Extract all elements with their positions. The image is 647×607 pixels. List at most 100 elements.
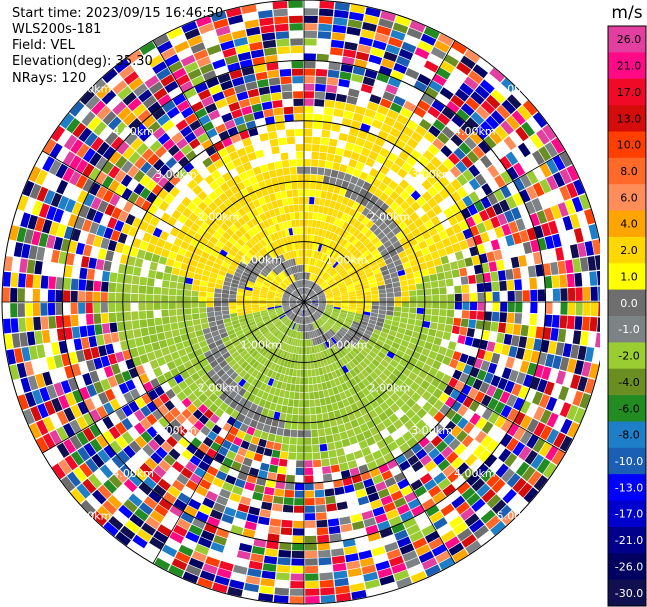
range-gate [321, 283, 328, 289]
range-gate [317, 308, 324, 313]
range-gate [574, 272, 583, 287]
range-gate [391, 447, 403, 458]
range-gate [250, 499, 262, 509]
range-gate [451, 325, 460, 335]
range-gate [360, 83, 373, 94]
range-gate [369, 336, 378, 343]
range-gate [463, 408, 475, 421]
range-gate [235, 329, 244, 336]
range-gate [240, 320, 248, 327]
range-gate [371, 290, 379, 295]
range-gate [301, 309, 303, 317]
range-gate [304, 159, 311, 167]
range-gate [415, 360, 425, 370]
range-gate [390, 430, 402, 441]
range-gate [339, 431, 349, 440]
range-gate [326, 153, 335, 162]
range-gate [312, 212, 318, 220]
range-gate [214, 575, 230, 586]
range-gate [409, 337, 419, 345]
range-gate [317, 319, 323, 326]
range-gate [406, 473, 419, 485]
range-gate [293, 361, 298, 369]
range-gate [159, 393, 170, 404]
range-gate [304, 445, 312, 453]
range-gate [401, 307, 409, 313]
range-gate [519, 189, 531, 203]
range-gate [500, 170, 513, 185]
range-gate [490, 520, 506, 536]
range-gate [264, 351, 272, 359]
range-gate [336, 279, 344, 285]
range-gate [411, 504, 425, 517]
range-gate [331, 426, 339, 435]
range-gate [371, 546, 386, 557]
range-gate [444, 509, 459, 523]
range-gate [288, 337, 293, 345]
range-gate [444, 396, 456, 408]
range-gate [349, 340, 357, 347]
range-gate [450, 94, 465, 108]
range-gate [538, 194, 550, 209]
range-gate [342, 477, 353, 486]
range-gate [313, 384, 319, 392]
range-gate [433, 181, 444, 193]
range-gate [368, 409, 378, 419]
range-gate [309, 257, 314, 265]
range-gate [82, 478, 97, 494]
range-gate [481, 262, 490, 273]
colorbar-tick-label: 26.0 [617, 33, 642, 46]
range-gate [270, 354, 277, 362]
range-gate [498, 354, 508, 367]
range-gate [532, 112, 548, 128]
range-gate [181, 486, 195, 498]
range-gate [108, 412, 121, 425]
range-gate [158, 404, 169, 416]
range-gate [320, 587, 335, 596]
range-gate [259, 337, 267, 345]
range-gate [491, 145, 505, 160]
range-gate [198, 414, 209, 425]
range-gate [284, 367, 290, 376]
range-gate [328, 411, 336, 420]
range-gate [230, 524, 244, 535]
range-gate [500, 404, 512, 418]
range-gate [304, 452, 313, 460]
range-gate [288, 321, 293, 328]
range-gate [447, 294, 455, 302]
range-gate [304, 15, 318, 23]
range-gate [317, 167, 325, 176]
range-gate [429, 273, 438, 282]
range-gate [393, 259, 402, 267]
range-gate [258, 469, 268, 479]
range-gate [389, 201, 400, 211]
range-gate [304, 437, 312, 445]
range-gate [428, 125, 441, 138]
range-gate [263, 367, 270, 376]
range-gate [536, 314, 545, 327]
range-gate [380, 382, 389, 391]
range-gate [247, 318, 255, 324]
range-gate [457, 417, 469, 430]
range-gate [480, 155, 493, 169]
range-gate [370, 499, 383, 510]
range-gate [248, 506, 260, 516]
range-gate [468, 178, 481, 191]
range-gate [194, 449, 206, 460]
range-gate [407, 498, 421, 510]
range-gate [328, 355, 335, 364]
range-gate [206, 355, 216, 364]
range-gate [413, 270, 422, 278]
range-gate [140, 405, 152, 417]
range-gate [285, 383, 291, 391]
range-gate [223, 318, 232, 324]
range-gate [299, 302, 304, 308]
range-gate [323, 389, 330, 398]
range-gate [388, 221, 398, 231]
range-gate [222, 364, 232, 373]
range-gate [542, 462, 557, 479]
range-gate [446, 120, 460, 133]
range-gate [293, 399, 299, 407]
range-gate [573, 227, 584, 243]
range-gate [510, 457, 524, 472]
